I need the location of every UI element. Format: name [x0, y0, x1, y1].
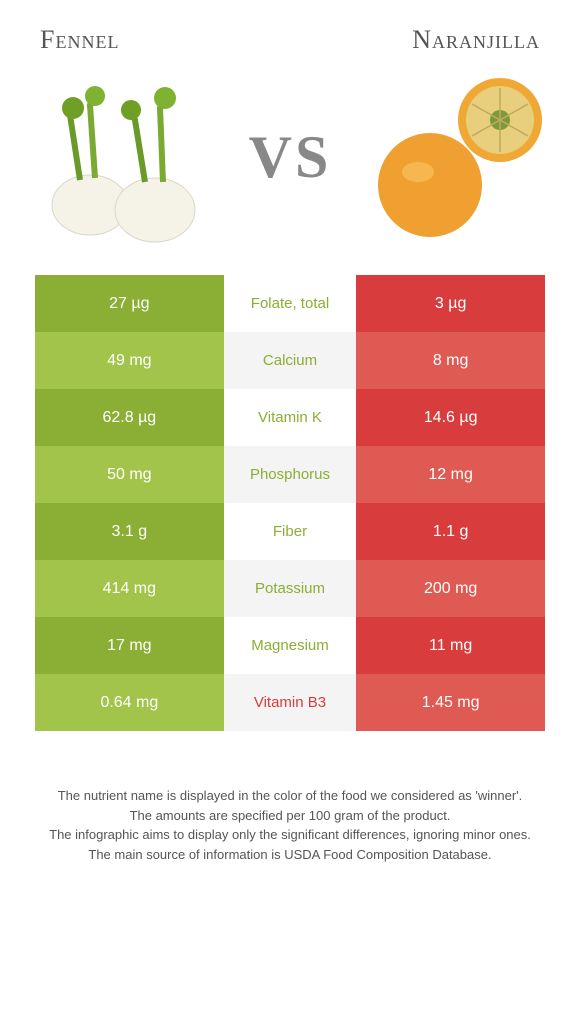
right-title: Naranjilla [412, 25, 540, 55]
header: Fennel Naranjilla [0, 0, 580, 60]
nutrient-name: Folate, total [224, 275, 357, 332]
nutrient-name: Vitamin B3 [224, 674, 357, 731]
right-value: 1.45 mg [356, 674, 545, 731]
vs-label: VS [249, 123, 332, 192]
fennel-image [35, 70, 210, 245]
left-value: 27 µg [35, 275, 224, 332]
left-value: 414 mg [35, 560, 224, 617]
left-value: 3.1 g [35, 503, 224, 560]
footer-line: The amounts are specified per 100 gram o… [35, 806, 545, 826]
nutrient-name: Potassium [224, 560, 357, 617]
naranjilla-image [370, 70, 545, 245]
left-value: 17 mg [35, 617, 224, 674]
table-row: 3.1 gFiber1.1 g [35, 503, 545, 560]
table-row: 49 mgCalcium8 mg [35, 332, 545, 389]
footer-line: The infographic aims to display only the… [35, 825, 545, 845]
nutrient-name: Vitamin K [224, 389, 357, 446]
left-value: 50 mg [35, 446, 224, 503]
nutrient-name: Calcium [224, 332, 357, 389]
comparison-table: 27 µgFolate, total3 µg49 mgCalcium8 mg62… [35, 275, 545, 731]
right-value: 14.6 µg [356, 389, 545, 446]
table-row: 50 mgPhosphorus12 mg [35, 446, 545, 503]
left-title: Fennel [40, 25, 119, 55]
footer-line: The nutrient name is displayed in the co… [35, 786, 545, 806]
nutrient-name: Fiber [224, 503, 357, 560]
images-row: VS [0, 60, 580, 275]
right-value: 3 µg [356, 275, 545, 332]
right-value: 1.1 g [356, 503, 545, 560]
right-value: 11 mg [356, 617, 545, 674]
left-value: 62.8 µg [35, 389, 224, 446]
right-value: 12 mg [356, 446, 545, 503]
table-row: 27 µgFolate, total3 µg [35, 275, 545, 332]
table-row: 62.8 µgVitamin K14.6 µg [35, 389, 545, 446]
table-row: 0.64 mgVitamin B31.45 mg [35, 674, 545, 731]
right-value: 200 mg [356, 560, 545, 617]
left-value: 0.64 mg [35, 674, 224, 731]
left-value: 49 mg [35, 332, 224, 389]
table-row: 17 mgMagnesium11 mg [35, 617, 545, 674]
right-value: 8 mg [356, 332, 545, 389]
footer-notes: The nutrient name is displayed in the co… [35, 786, 545, 864]
nutrient-name: Magnesium [224, 617, 357, 674]
footer-line: The main source of information is USDA F… [35, 845, 545, 865]
table-row: 414 mgPotassium200 mg [35, 560, 545, 617]
nutrient-name: Phosphorus [224, 446, 357, 503]
